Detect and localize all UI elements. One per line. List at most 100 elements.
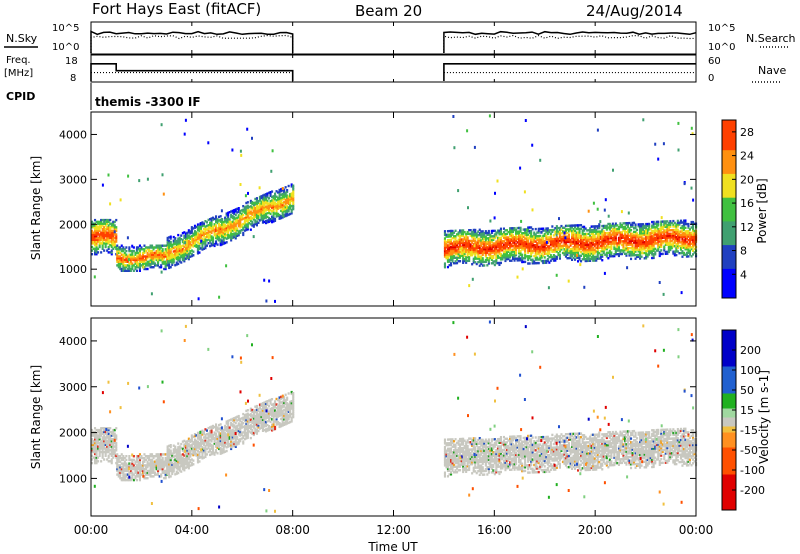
power-cell: [498, 249, 501, 252]
power-cell: [537, 258, 540, 261]
power-cell: [507, 247, 510, 250]
power-cell: [578, 243, 581, 247]
power-cell: [492, 235, 495, 238]
power-cell: [230, 213, 233, 217]
power-cell: [107, 245, 110, 249]
power-cell: [284, 207, 287, 211]
power-cell: [486, 264, 489, 267]
power-cell: [283, 197, 286, 200]
power-cell: [481, 251, 484, 255]
power-cell: [487, 233, 490, 236]
power-cell: [537, 245, 540, 249]
power-cell: [525, 255, 528, 258]
power-cell: [209, 234, 212, 237]
power-cell: [580, 251, 583, 254]
power-cell: [152, 260, 155, 263]
power-cell: [487, 247, 490, 251]
power-scatter: [281, 187, 284, 190]
power-cell: [183, 260, 186, 263]
power-cell: [242, 222, 245, 226]
power-cell: [528, 256, 531, 260]
power-cell: [450, 249, 453, 252]
power-cell: [474, 230, 477, 233]
power-cell: [126, 269, 129, 272]
power-cell: [239, 218, 242, 222]
power-cell: [172, 259, 175, 262]
power-cell: [115, 245, 118, 249]
power-cell: [289, 212, 292, 216]
power-cell: [480, 259, 483, 262]
power-cell: [113, 224, 116, 227]
power-cell: [135, 260, 138, 263]
power-cell: [245, 228, 248, 232]
power-cell: [187, 249, 190, 252]
power-cell: [484, 242, 487, 246]
power-cell: [240, 214, 243, 217]
power-cell: [454, 247, 457, 250]
power-cell: [166, 238, 169, 241]
power-cell: [258, 208, 261, 211]
power-cell: [109, 226, 112, 229]
power-cell: [128, 264, 131, 267]
power-cell: [228, 218, 231, 221]
velocity-cell: [174, 445, 177, 448]
power-cell: [261, 214, 264, 217]
power-cell: [502, 245, 505, 248]
power-cell: [222, 222, 225, 226]
power-cell: [268, 218, 271, 222]
power-cell: [499, 231, 502, 234]
power-cell: [94, 247, 97, 250]
power-cell: [284, 205, 287, 209]
power-cell: [581, 238, 584, 241]
power-cell: [478, 251, 481, 255]
power-cell: [116, 253, 119, 256]
power-cell: [509, 245, 512, 248]
power-cell: [120, 249, 123, 253]
power-cell: [266, 192, 269, 195]
power-cell: [186, 238, 189, 242]
power-ytick-label-3000: 3000: [59, 173, 87, 186]
power-cell: [469, 248, 472, 252]
power-cell: [131, 257, 134, 260]
power-cell: [175, 240, 178, 243]
power-cell: [453, 262, 456, 265]
power-cell: [586, 252, 589, 255]
power-cell: [192, 254, 195, 257]
power-cell: [486, 257, 489, 260]
power-cell: [487, 258, 490, 262]
power-scatter: [657, 157, 660, 161]
power-cell: [231, 229, 234, 232]
power-cell: [161, 257, 164, 260]
power-cell: [218, 224, 221, 228]
power-cell: [572, 233, 575, 236]
power-cell: [472, 248, 475, 251]
power-cell: [195, 238, 198, 241]
power-cell: [198, 229, 201, 233]
power-cell: [166, 251, 169, 254]
power-cell: [564, 230, 567, 233]
power-cell: [521, 242, 524, 246]
power-cell: [286, 208, 289, 212]
power-cell: [536, 242, 539, 245]
power-cell: [128, 262, 131, 265]
power-cell: [249, 210, 252, 213]
power-cell: [581, 247, 584, 250]
power-cell: [518, 248, 521, 251]
power-cell: [581, 258, 584, 261]
power-cell: [135, 264, 138, 267]
power-cell: [495, 231, 498, 234]
power-cell: [448, 264, 451, 267]
power-cell: [292, 204, 295, 207]
power-cell: [122, 249, 125, 253]
power-cell: [450, 264, 453, 267]
power-cell: [561, 251, 564, 255]
power-cell: [465, 241, 468, 245]
power-cell: [227, 236, 230, 240]
power-cell: [134, 258, 137, 262]
power-cell: [192, 243, 195, 246]
power-cell: [113, 242, 116, 245]
power-cell: [457, 242, 460, 245]
power-cell: [528, 262, 531, 265]
power-cell: [453, 251, 456, 254]
power-cell: [207, 242, 210, 245]
